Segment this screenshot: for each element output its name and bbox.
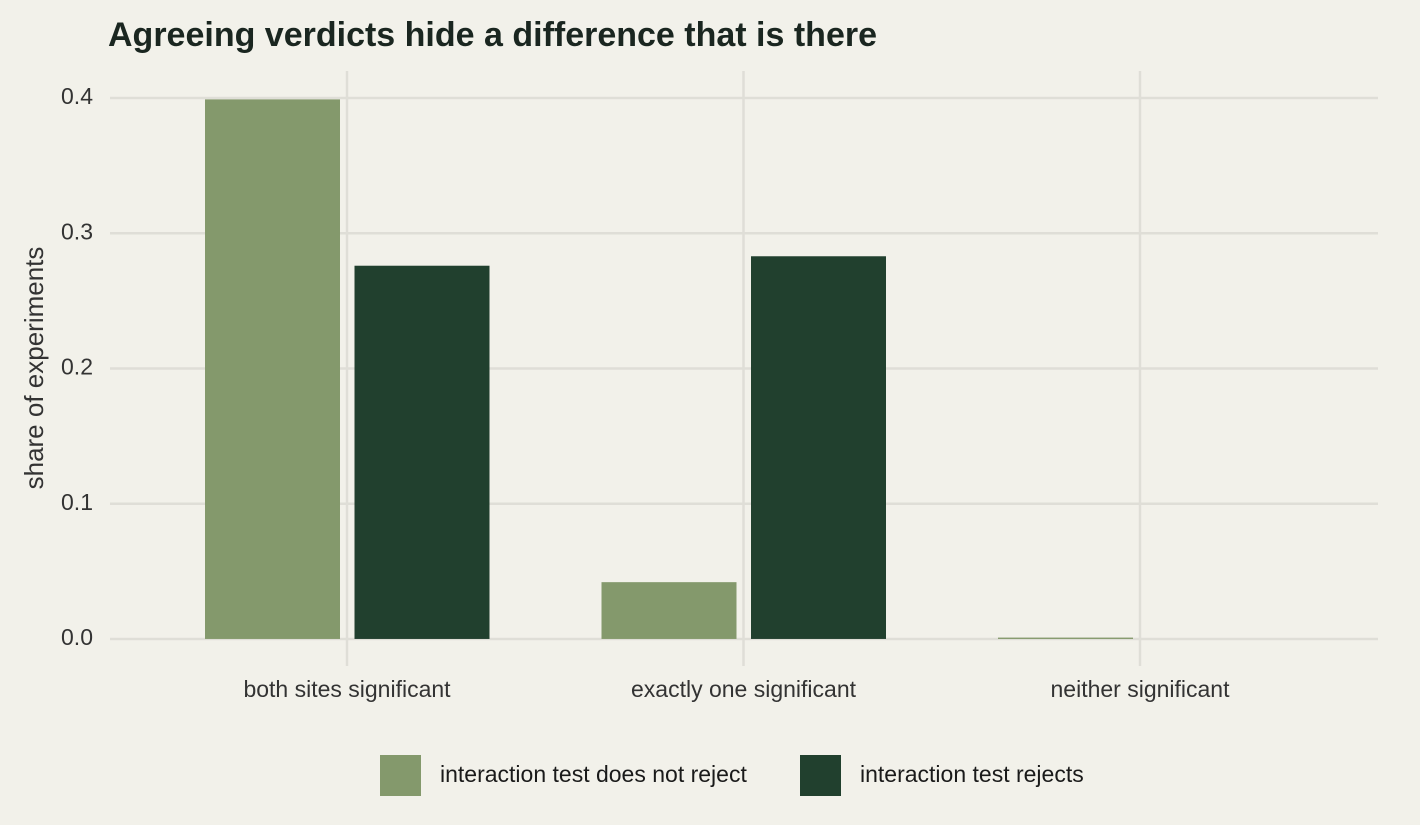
- bar: [601, 582, 737, 639]
- bar: [998, 637, 1133, 639]
- legend-label: interaction test rejects: [860, 761, 1084, 787]
- chart-title: Agreeing verdicts hide a difference that…: [108, 16, 877, 54]
- legend-swatch: [800, 755, 841, 796]
- x-tick-label: neither significant: [1051, 676, 1231, 702]
- x-tick-label: both sites significant: [243, 676, 451, 702]
- bars: [205, 99, 1133, 639]
- bar: [354, 265, 490, 639]
- legend-label: interaction test does not reject: [440, 761, 747, 787]
- y-tick-label: 0.4: [61, 83, 93, 109]
- y-tick-label: 0.3: [61, 218, 93, 244]
- y-axis-label: share of experiments: [19, 247, 49, 490]
- bar: [751, 256, 886, 639]
- y-tick-label: 0.0: [61, 624, 93, 650]
- y-tick-label: 0.2: [61, 354, 93, 380]
- x-tick-label: exactly one significant: [631, 676, 857, 702]
- bar: [205, 99, 340, 639]
- legend-swatch: [380, 755, 421, 796]
- y-tick-label: 0.1: [61, 489, 93, 515]
